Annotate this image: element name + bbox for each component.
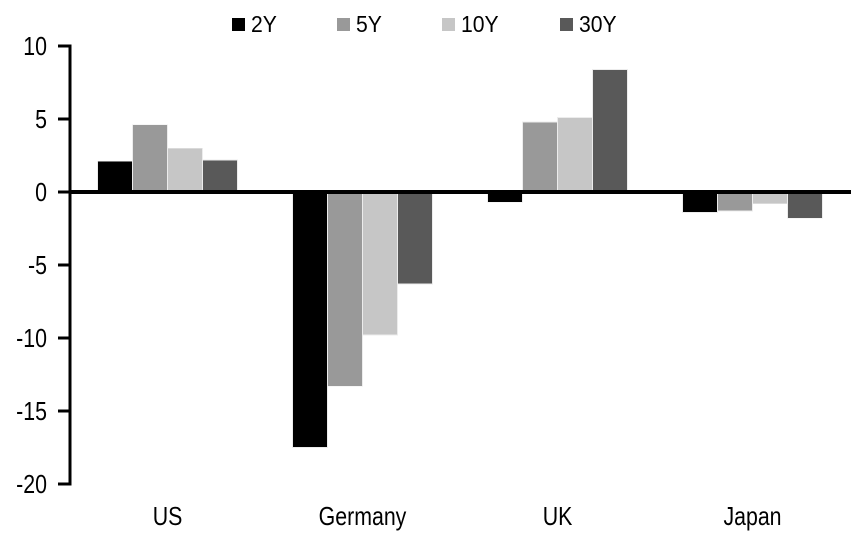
legend-item-10y: 10Y xyxy=(442,10,502,37)
bar-30Y-UK xyxy=(592,68,628,193)
bar-30Y-US xyxy=(202,159,238,193)
bar-10Y-UK xyxy=(557,117,593,193)
bar-2Y-Germany xyxy=(292,191,328,448)
legend-item-5y: 5Y xyxy=(337,10,384,37)
chart-legend: 2Y 5Y 10Y 30Y xyxy=(0,8,852,40)
bar-30Y-Japan xyxy=(787,191,823,219)
bar-10Y-Germany xyxy=(362,191,398,336)
legend-item-2y: 2Y xyxy=(231,10,279,37)
y-axis-tick-label: 10 xyxy=(23,31,47,61)
x-axis-label-japan: Japan xyxy=(723,501,782,531)
bar-10Y-US xyxy=(167,147,203,193)
x-axis-labels: US Germany UK Japan xyxy=(70,501,850,531)
legend-swatch-10y xyxy=(442,17,456,31)
bar-2Y-US xyxy=(97,160,133,193)
legend-item-30y: 30Y xyxy=(560,10,620,37)
y-axis-tick-label: -5 xyxy=(28,250,47,280)
bar-5Y-Germany xyxy=(327,191,363,387)
y-axis-tick-label: -20 xyxy=(16,469,47,499)
y-axis-tick-label: -10 xyxy=(16,323,47,353)
legend-swatch-2y xyxy=(231,17,245,31)
bar-5Y-US xyxy=(132,124,168,193)
bar-30Y-Germany xyxy=(397,191,433,285)
bar-5Y-UK xyxy=(522,121,558,193)
y-axis-tick-label: -15 xyxy=(16,396,47,426)
legend-swatch-5y xyxy=(337,17,351,31)
x-axis-label-uk: UK xyxy=(542,501,573,531)
x-axis-label-us: US xyxy=(152,501,183,531)
legend-label-5y: 5Y xyxy=(356,10,382,37)
x-axis-label-germany: Germany xyxy=(318,501,407,531)
legend-label-10y: 10Y xyxy=(461,10,499,37)
legend-label-30y: 30Y xyxy=(579,10,617,37)
bar-5Y-Japan xyxy=(717,191,753,212)
y-axis-tick-label: 0 xyxy=(35,177,47,207)
bar-2Y-Japan xyxy=(682,191,718,213)
legend-swatch-30y xyxy=(560,17,574,31)
y-axis-tick-label: 5 xyxy=(35,104,47,134)
legend-label-2y: 2Y xyxy=(250,10,277,37)
